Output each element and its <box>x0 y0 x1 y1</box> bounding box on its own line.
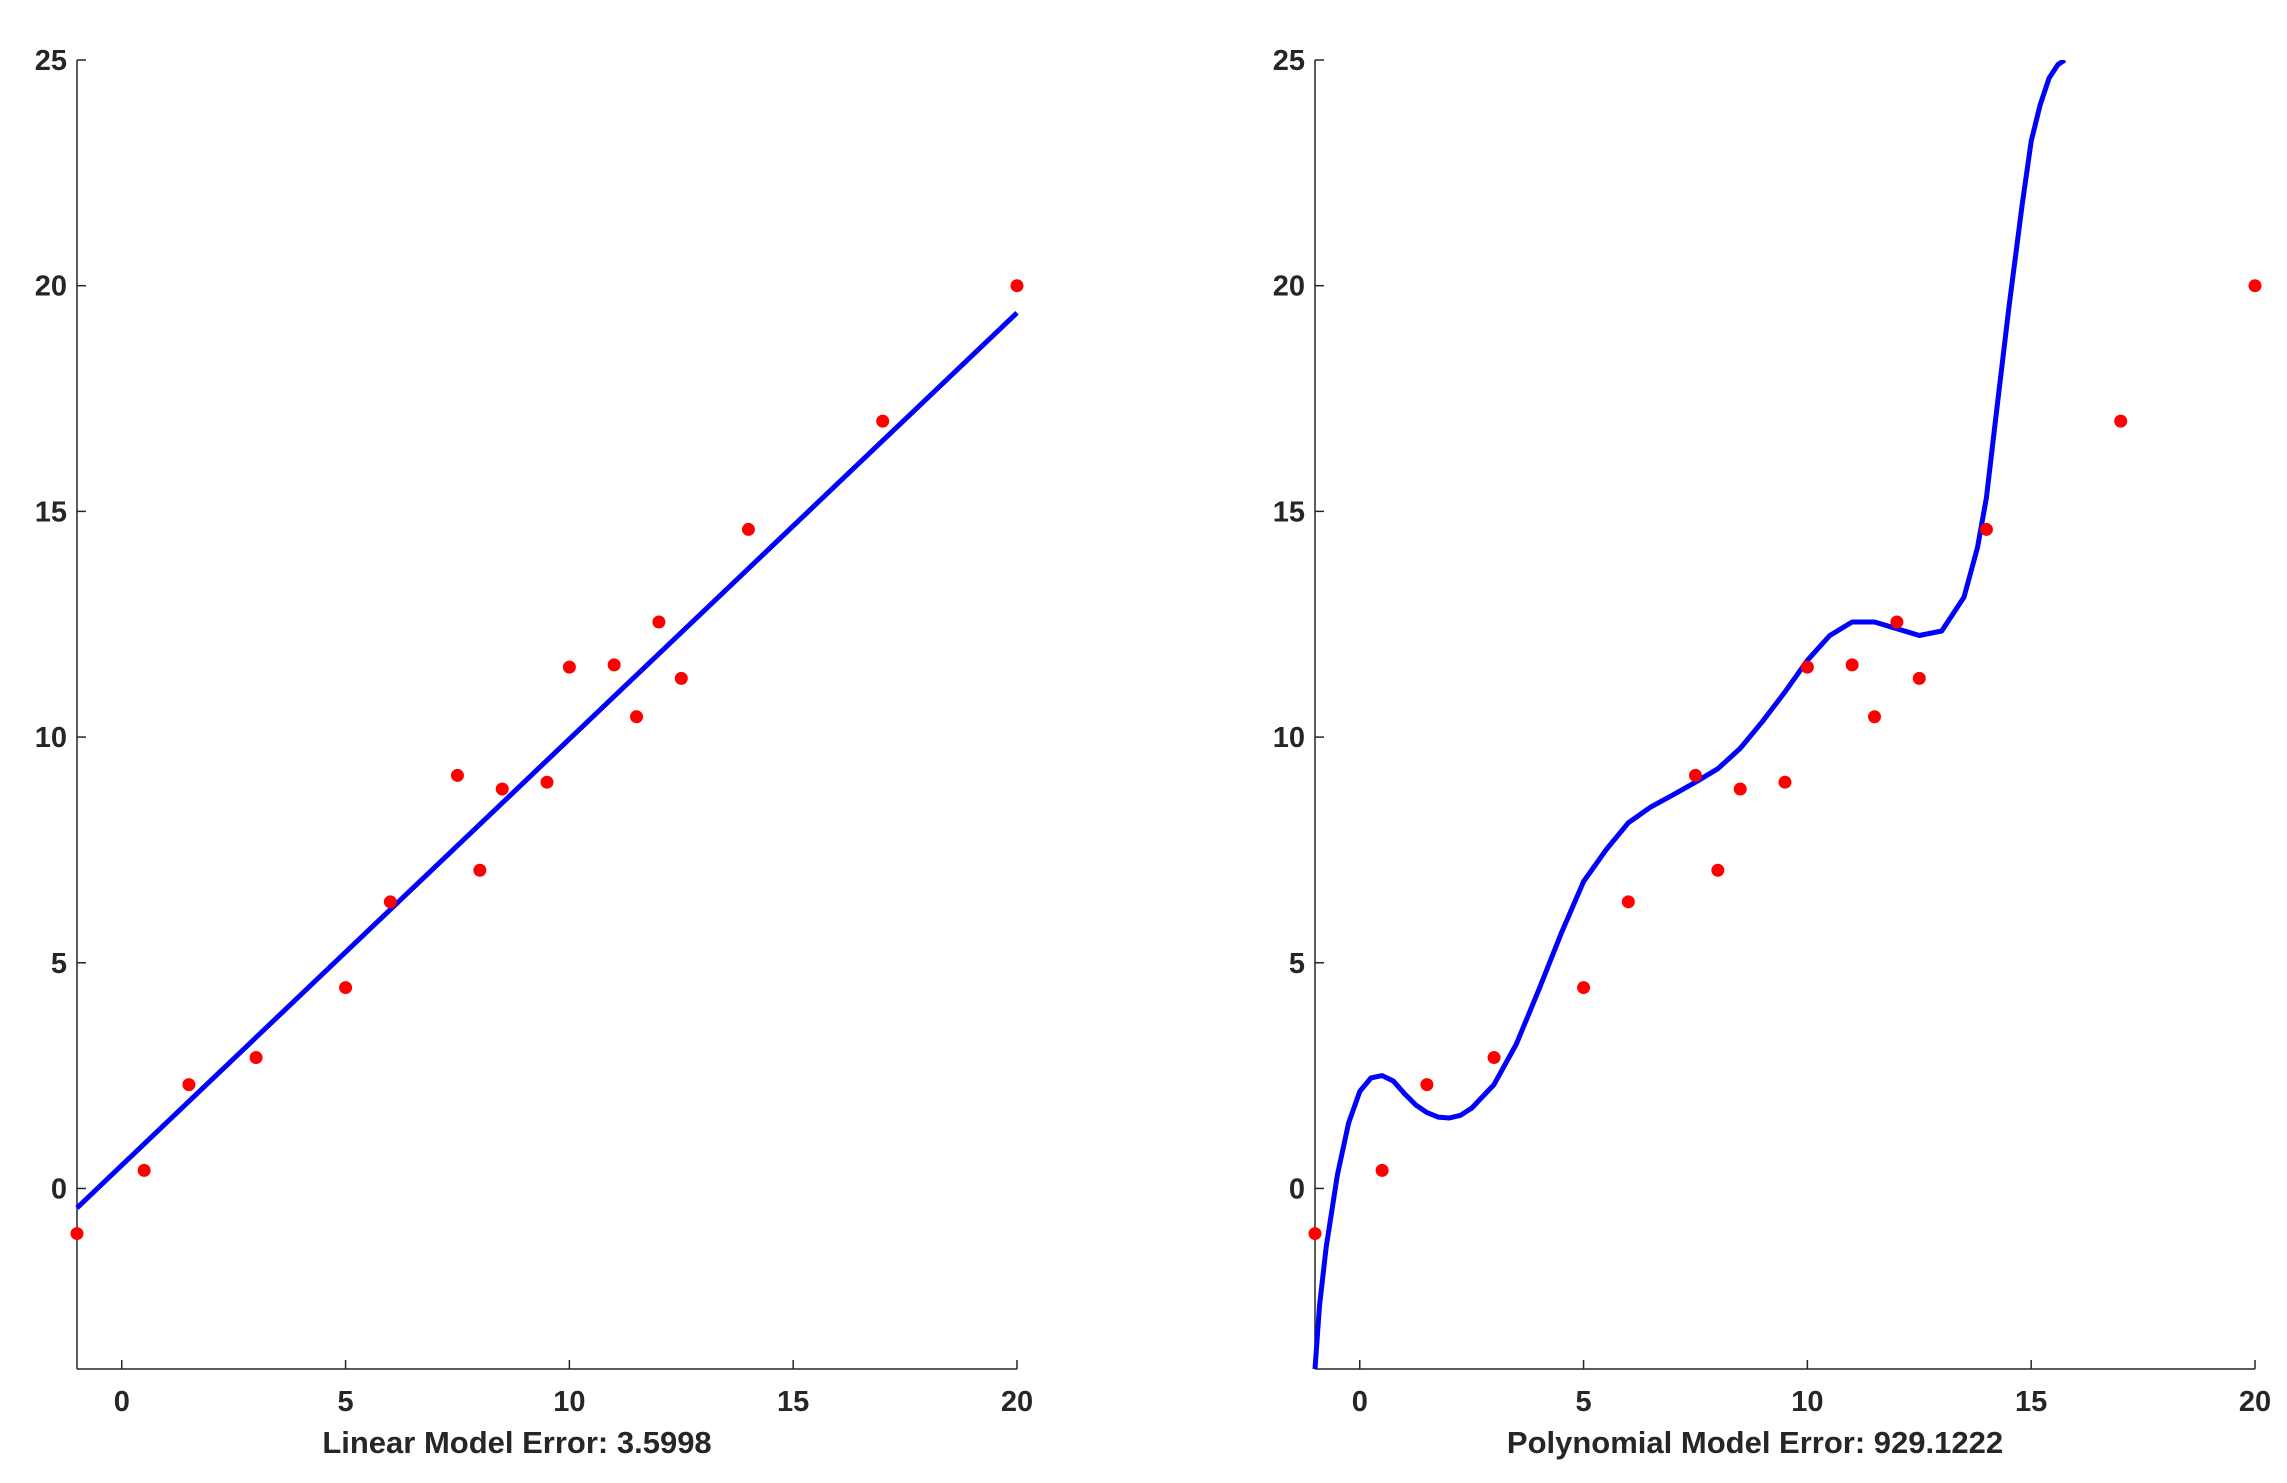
linear-data-point <box>450 768 464 782</box>
polynomial-x-tick-label: 0 <box>1352 1386 1368 1418</box>
polynomial-y-tick-label: 5 <box>1289 948 1305 980</box>
linear-y-tick-label: 20 <box>35 271 67 303</box>
linear-data-point <box>562 660 576 674</box>
linear-data-point <box>339 981 353 995</box>
linear-data-point <box>741 522 755 536</box>
linear-data-point <box>70 1227 84 1241</box>
linear-x-tick-label: 0 <box>114 1386 130 1418</box>
polynomial-data-point <box>1577 981 1591 995</box>
linear-data-point <box>652 615 666 629</box>
polynomial-x-tick-label: 5 <box>1576 1386 1592 1418</box>
polynomial-y-tick-label: 0 <box>1289 1173 1305 1205</box>
polynomial-data-point <box>1375 1163 1389 1177</box>
polynomial-data-point <box>1487 1051 1501 1065</box>
linear-y-tick-label: 5 <box>51 948 67 980</box>
polynomial-data-point <box>1868 710 1882 724</box>
polynomial-fit-line <box>1312 60 2067 1369</box>
linear-axes: 0 5 10 15 20 0 5 10 15 20 25 <box>35 45 1033 1418</box>
polynomial-y-tick-label: 25 <box>1273 45 1305 77</box>
polynomial-data-point <box>1621 895 1635 909</box>
polynomial-data-point <box>1890 615 1904 629</box>
linear-x-tick-label: 10 <box>553 1386 585 1418</box>
polynomial-marks <box>1308 60 2262 1369</box>
linear-data-point <box>540 775 554 789</box>
linear-data-point <box>495 782 509 796</box>
linear-data-point <box>182 1078 196 1092</box>
polynomial-data-point <box>2114 414 2128 428</box>
polynomial-axes: 0 5 10 15 20 0 5 10 15 20 25 <box>1273 45 2271 1418</box>
polynomial-x-tick-label: 10 <box>1791 1386 1823 1418</box>
linear-data-point <box>630 710 644 724</box>
polynomial-data-point <box>1308 1227 1322 1241</box>
polynomial-x-tick-label: 20 <box>2239 1386 2271 1418</box>
polynomial-model-plot: 0 5 10 15 20 0 5 10 15 20 25 Polynomial Model Erro… <box>1273 45 2271 1460</box>
linear-data-point <box>674 671 688 685</box>
linear-data-point <box>1010 279 1024 293</box>
polynomial-y-tick-label: 10 <box>1273 722 1305 754</box>
linear-x-tick-label: 5 <box>338 1386 354 1418</box>
polynomial-data-point <box>1733 782 1747 796</box>
polynomial-data-point <box>1845 658 1859 672</box>
linear-y-tick-label: 0 <box>51 1173 67 1205</box>
linear-x-tick-label: 20 <box>1001 1386 1033 1418</box>
polynomial-data-point <box>1800 660 1814 674</box>
polynomial-data-point <box>1778 775 1792 789</box>
linear-y-tick-label: 15 <box>35 496 67 528</box>
polynomial-data-point <box>1420 1078 1434 1092</box>
linear-data-point <box>473 863 487 877</box>
linear-fit-line <box>75 310 1019 1210</box>
polynomial-x-tick-label: 15 <box>2015 1386 2047 1418</box>
linear-data-point <box>137 1163 151 1177</box>
linear-x-tick-label: 15 <box>777 1386 809 1418</box>
polynomial-data-point <box>2248 279 2262 293</box>
polynomial-y-tick-label: 20 <box>1273 271 1305 303</box>
polynomial-model-xlabel: Polynomial Model Error: 929.1222 <box>1507 1425 2003 1460</box>
linear-data-point <box>383 895 397 909</box>
linear-model-xlabel: Linear Model Error: 3.5998 <box>322 1425 711 1460</box>
polynomial-data-point <box>1688 768 1702 782</box>
polynomial-y-tick-label: 15 <box>1273 496 1305 528</box>
linear-y-tick-label: 25 <box>35 45 67 77</box>
linear-data-point <box>876 414 890 428</box>
linear-model-plot: 0 5 10 15 20 0 5 10 15 20 25 Linear Model Error: 3… <box>35 45 1033 1460</box>
linear-data-point <box>249 1051 263 1065</box>
linear-y-tick-label: 10 <box>35 722 67 754</box>
polynomial-data-point <box>1912 671 1926 685</box>
linear-marks <box>70 279 1024 1241</box>
polynomial-data-point <box>1979 522 1993 536</box>
polynomial-data-point <box>1711 863 1725 877</box>
linear-data-point <box>607 658 621 672</box>
